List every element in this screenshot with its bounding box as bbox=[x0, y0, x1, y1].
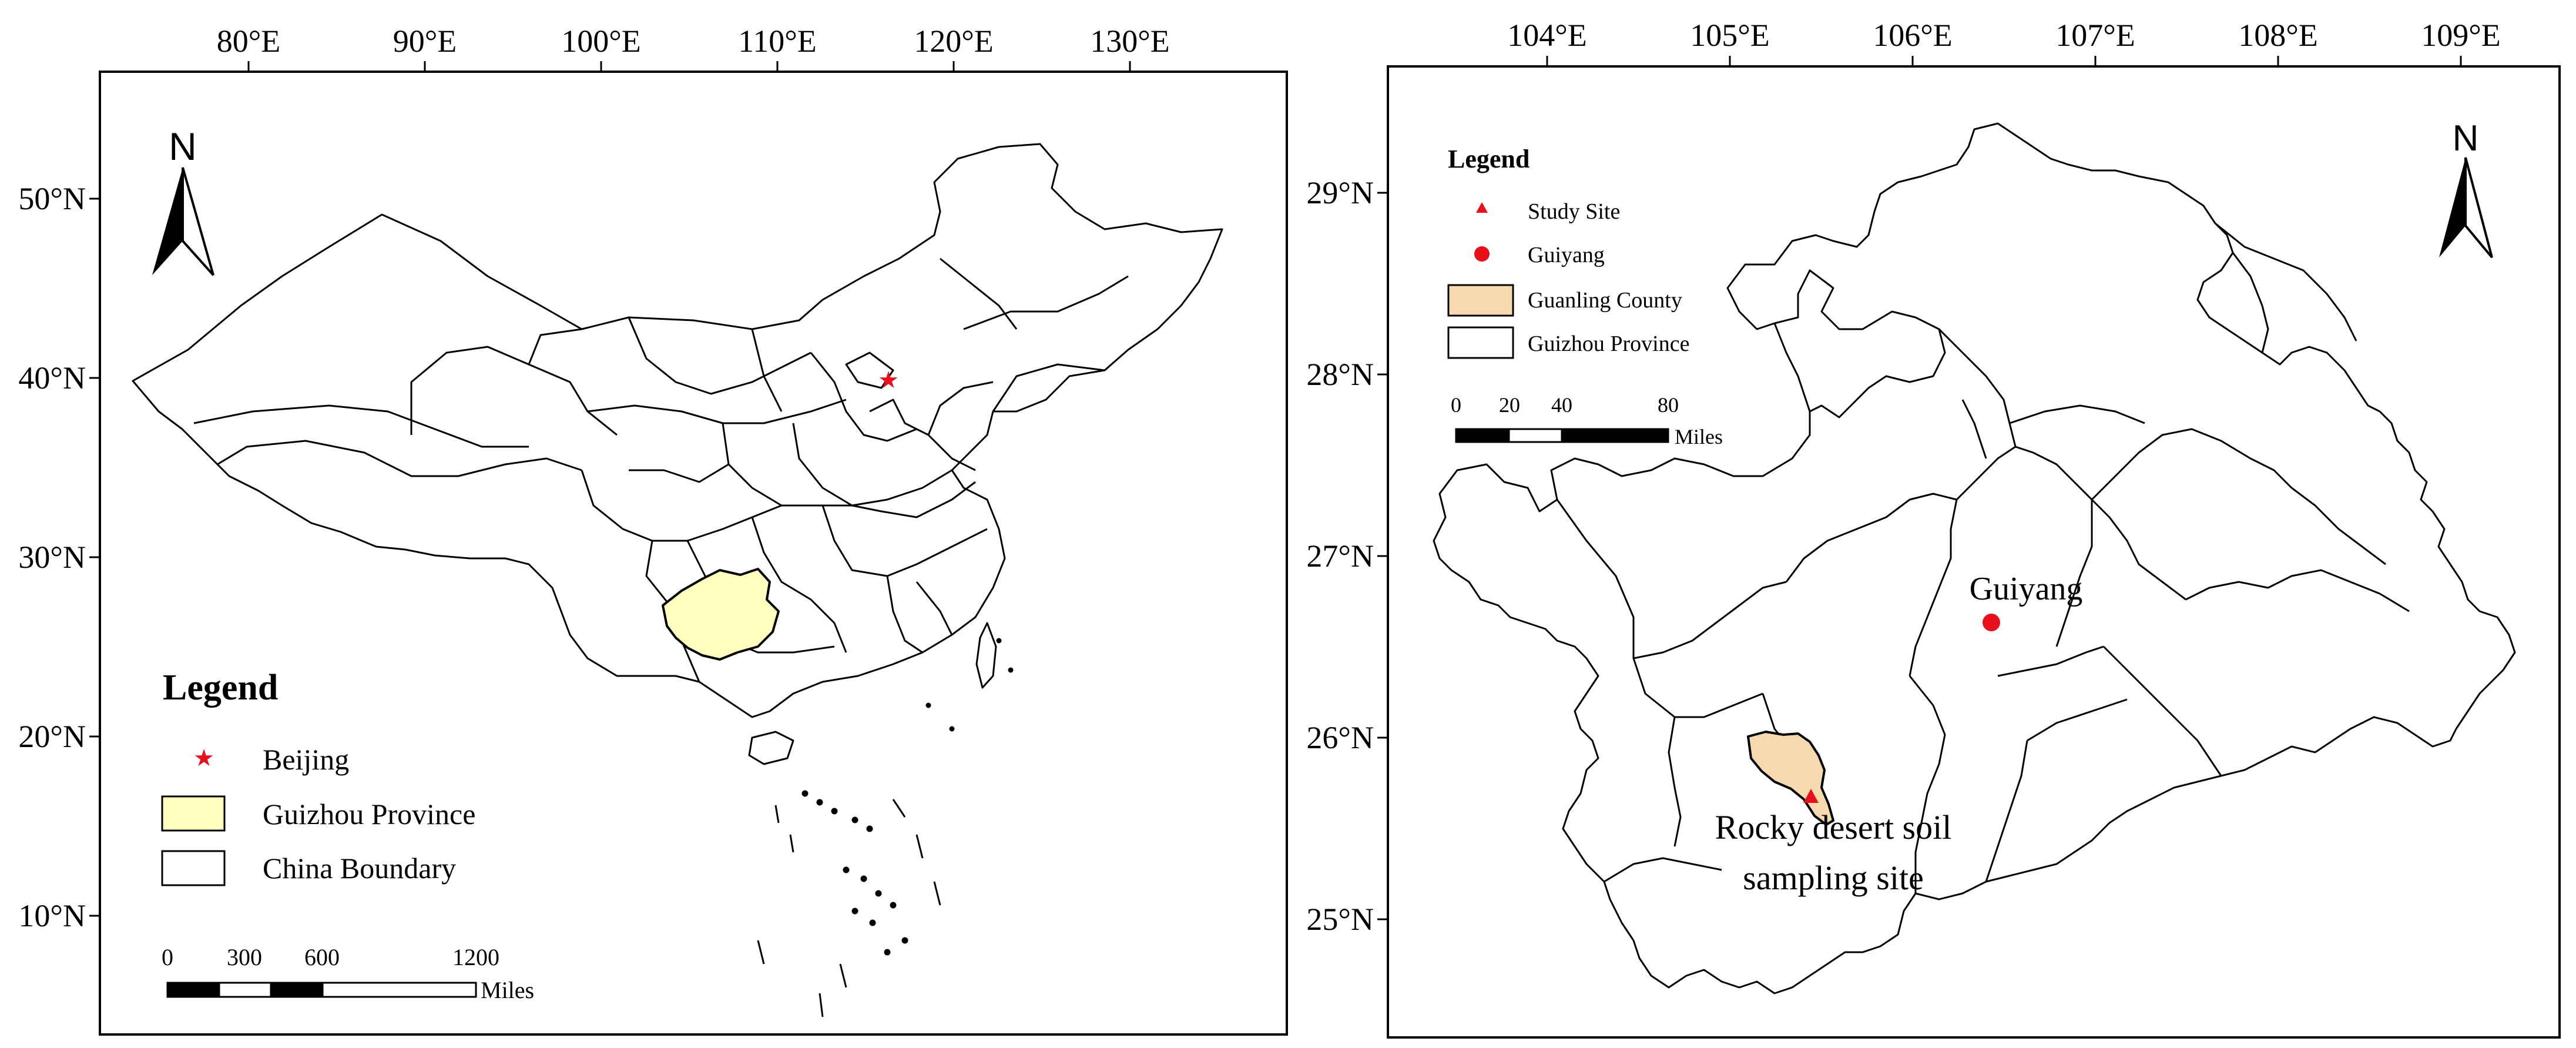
scale-unit-label: Miles bbox=[1675, 425, 1723, 448]
guizhou-map-frame bbox=[1387, 65, 2561, 1039]
guizhou-province-shape bbox=[662, 568, 780, 661]
north-label: N bbox=[169, 125, 197, 168]
lat-tick-label: 25°N bbox=[1306, 902, 1374, 937]
lat-tick-label: 26°N bbox=[1306, 720, 1374, 755]
scale-tick-label: 300 bbox=[227, 944, 262, 970]
scale-unit-label: Miles bbox=[481, 977, 534, 1003]
lon-tick-label: 107°E bbox=[2055, 18, 2135, 53]
hainan-island bbox=[748, 731, 794, 765]
lon-tick-label: 108°E bbox=[2238, 18, 2318, 53]
lon-tick-label: 130°E bbox=[1090, 24, 1170, 59]
lat-tick-label: 30°N bbox=[18, 540, 86, 575]
china-province-lines bbox=[193, 257, 1129, 682]
lon-tick-label: 110°E bbox=[738, 24, 817, 59]
guizhou-lat-ticks: 29°N 28°N 27°N 26°N 25°N bbox=[1306, 175, 1388, 937]
china-boundary bbox=[132, 143, 1223, 718]
lon-tick-label: 104°E bbox=[1507, 18, 1587, 53]
guizhou-scale-bar: 0 20 40 80 Miles bbox=[1451, 393, 1723, 448]
legend-dot-icon bbox=[1474, 246, 1490, 262]
north-label: N bbox=[2453, 118, 2479, 159]
guizhou-map-panel: 104°E 105°E 106°E 107°E 108°E 109°E 29°N… bbox=[1306, 18, 2561, 1039]
lon-tick-label: 90°E bbox=[393, 24, 457, 59]
lat-tick-label: 28°N bbox=[1306, 357, 1374, 392]
guiyang-city-dot-icon bbox=[1983, 614, 2000, 631]
guiyang-label: Guiyang bbox=[1970, 571, 2083, 607]
lon-tick-label: 106°E bbox=[1873, 18, 1953, 53]
china-lon-ticks: 80°E 90°E 100°E 110°E 120°E 130°E bbox=[217, 24, 1170, 72]
scale-tick-label: 1200 bbox=[452, 944, 499, 970]
scale-tick-label: 40 bbox=[1551, 393, 1572, 417]
legend-triangle-icon bbox=[1476, 202, 1488, 213]
legend-fill-swatch bbox=[161, 795, 226, 832]
study-site-triangle-icon bbox=[1803, 789, 1819, 803]
north-arrow-icon: N bbox=[2439, 118, 2493, 259]
legend-star-icon: ★ bbox=[193, 745, 214, 771]
legend-item-guizhou-province: Guizhou Province bbox=[1528, 332, 1689, 356]
china-map-frame bbox=[99, 71, 1288, 1036]
legend-item-guiyang: Guiyang bbox=[1528, 243, 1605, 267]
legend-item-guizhou: Guizhou Province bbox=[263, 798, 475, 831]
china-map-panel: 80°E 90°E 100°E 110°E 120°E 130°E 50°N 4… bbox=[18, 24, 1288, 1036]
guizhou-province-boundary bbox=[1433, 122, 2516, 995]
lat-tick-label: 20°N bbox=[18, 719, 86, 754]
lat-tick-label: 40°N bbox=[18, 360, 86, 396]
china-map-legend: Legend ★ Beijing Guizhou Province China … bbox=[161, 668, 475, 886]
lon-tick-label: 105°E bbox=[1690, 18, 1770, 53]
scale-tick-label: 80 bbox=[1658, 393, 1679, 417]
legend-title: Legend bbox=[163, 668, 278, 708]
legend-fill-swatch bbox=[1447, 284, 1514, 317]
china-lat-ticks: 50°N 40°N 30°N 20°N 10°N bbox=[18, 181, 100, 933]
lat-tick-label: 10°N bbox=[18, 898, 86, 933]
lon-tick-label: 80°E bbox=[217, 24, 281, 59]
legend-outline-swatch bbox=[1447, 326, 1514, 359]
guizhou-lon-ticks: 104°E 105°E 106°E 107°E 108°E 109°E bbox=[1507, 18, 2501, 66]
north-arrow-icon: N bbox=[152, 125, 214, 276]
legend-title: Legend bbox=[1448, 145, 1530, 173]
lon-tick-label: 120°E bbox=[914, 24, 994, 59]
legend-item-beijing: Beijing bbox=[263, 743, 349, 776]
china-scale-bar: 0 300 600 1200 Miles bbox=[162, 944, 534, 1003]
lon-tick-label: 100°E bbox=[561, 24, 641, 59]
lat-tick-label: 27°N bbox=[1306, 538, 1374, 574]
south-china-sea-islands bbox=[757, 638, 1014, 1017]
legend-outline-swatch bbox=[161, 850, 226, 886]
guizhou-county-lines bbox=[1556, 222, 2410, 893]
legend-item-china-boundary: China Boundary bbox=[263, 852, 456, 885]
scale-tick-label: 20 bbox=[1499, 393, 1520, 417]
lat-tick-label: 29°N bbox=[1306, 175, 1374, 210]
lon-tick-label: 109°E bbox=[2421, 18, 2501, 53]
scale-tick-label: 0 bbox=[162, 944, 173, 970]
lat-tick-label: 50°N bbox=[18, 181, 86, 216]
guizhou-map-legend: Legend Study Site Guiyang Guanling Count… bbox=[1447, 145, 1689, 359]
legend-item-study-site: Study Site bbox=[1528, 199, 1620, 224]
scale-tick-label: 600 bbox=[304, 944, 340, 970]
beijing-star-icon: ★ bbox=[878, 367, 899, 393]
site-label-line1: Rocky desert soil bbox=[1715, 808, 1952, 846]
taiwan-island bbox=[975, 622, 997, 689]
scale-tick-label: 0 bbox=[1451, 393, 1461, 417]
legend-item-guanling-county: Guanling County bbox=[1528, 288, 1682, 313]
site-label-line2: sampling site bbox=[1743, 859, 1924, 897]
